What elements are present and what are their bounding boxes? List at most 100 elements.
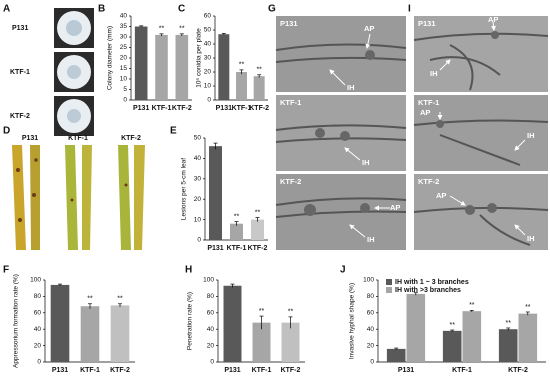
x-tick-label: KTF-2 xyxy=(248,245,268,252)
strain-label: KTF-1 xyxy=(68,135,88,142)
panel-label: C xyxy=(178,4,185,15)
y-tick-label: 20 xyxy=(34,342,42,349)
bar xyxy=(218,34,230,101)
bar xyxy=(175,34,189,100)
bar xyxy=(281,322,300,362)
y-tick-label: 0 xyxy=(207,97,211,104)
y-tick-label: 20 xyxy=(207,342,215,349)
x-tick-label: P131 xyxy=(207,245,223,252)
x-tick-label: KTF-2 xyxy=(249,105,269,112)
marker-label: IH xyxy=(347,83,355,92)
bar xyxy=(155,34,168,100)
significance: ** xyxy=(255,209,261,216)
y-tick-label: 35 xyxy=(120,23,128,30)
strain-label: KTF-2 xyxy=(10,113,30,120)
y-tick-label: 60 xyxy=(207,310,215,317)
y-tick-label: 30 xyxy=(120,34,128,41)
y-tick-label: 25 xyxy=(120,44,128,51)
strain-label: KTF-2 xyxy=(121,135,141,142)
bar xyxy=(229,223,244,240)
x-tick-label: KTF-1 xyxy=(80,367,100,374)
strain-label: KTF-1 xyxy=(418,98,439,107)
significance: ** xyxy=(117,296,123,303)
marker-label: AP xyxy=(364,24,374,33)
bar xyxy=(462,311,482,362)
significance: ** xyxy=(288,309,294,316)
significance: ** xyxy=(234,213,240,220)
bar xyxy=(110,305,130,362)
y-tick-label: 10 xyxy=(204,83,212,90)
bar xyxy=(442,330,462,362)
y-tick-label: 20 xyxy=(194,196,202,203)
y-tick-label: 30 xyxy=(204,55,212,62)
bar xyxy=(134,26,148,100)
panel-label: E xyxy=(170,126,177,137)
strain-label: KTF-2 xyxy=(418,177,439,186)
panel-label: I xyxy=(408,4,411,15)
x-tick-label: KTF-1 xyxy=(452,367,472,374)
y-tick-label: 40 xyxy=(120,13,128,20)
y-tick-label: 40 xyxy=(194,155,202,162)
strain-label: KTF-2 xyxy=(280,177,301,186)
marker-label: IH xyxy=(430,69,438,78)
y-axis-label: Invasive hyphal shape (%) xyxy=(349,283,356,359)
y-axis-label: Penetration rate (%) xyxy=(187,292,194,350)
photo-g: P131 AP IH KTF-1 IH KTF-2 AP IH xyxy=(275,16,407,250)
y-tick-label: 0 xyxy=(197,237,201,244)
bar xyxy=(252,322,271,362)
y-tick-label: 0 xyxy=(123,97,127,104)
y-tick-label: 15 xyxy=(120,65,128,72)
y-tick-label: 0 xyxy=(37,359,41,366)
y-tick-label: 100 xyxy=(203,277,214,284)
y-tick-label: 40 xyxy=(207,326,215,333)
y-tick-label: 30 xyxy=(194,176,202,183)
x-tick-label: KTF-1 xyxy=(152,105,172,112)
y-tick-label: 40 xyxy=(204,41,212,48)
significance: ** xyxy=(259,308,265,315)
significance: ** xyxy=(239,62,245,69)
bar xyxy=(250,219,265,240)
bar xyxy=(50,284,70,362)
x-tick-label: KTF-1 xyxy=(232,105,252,112)
panel-label: A xyxy=(3,4,10,15)
x-tick-label: KTF-2 xyxy=(172,105,192,112)
bar xyxy=(406,293,426,362)
significance: ** xyxy=(159,26,165,33)
y-tick-label: 20 xyxy=(120,55,128,62)
y-tick-label: 50 xyxy=(194,135,202,142)
significance: ** xyxy=(525,304,531,311)
significance: ** xyxy=(449,322,455,329)
photo-a xyxy=(54,8,94,136)
y-axis-label: Appressorium formation rate (%) xyxy=(13,274,20,368)
x-tick-label: KTF-1 xyxy=(252,367,272,374)
x-tick-label: P131 xyxy=(216,105,232,112)
strain-label: P131 xyxy=(22,135,38,142)
strain-label: KTF-1 xyxy=(10,69,30,76)
panel-label: D xyxy=(3,126,10,137)
significance: ** xyxy=(469,302,475,309)
x-tick-label: KTF-1 xyxy=(227,245,247,252)
y-tick-label: 10 xyxy=(120,76,128,83)
marker-label: IH xyxy=(367,235,375,244)
y-tick-label: 80 xyxy=(34,293,42,300)
x-tick-label: P131 xyxy=(224,367,240,374)
bar xyxy=(80,306,100,362)
legend-label: IH with 1 ~ 3 branches xyxy=(395,279,469,286)
y-tick-label: 10 xyxy=(194,216,202,223)
y-tick-label: 80 xyxy=(367,293,375,300)
bar xyxy=(498,329,518,362)
strain-label: P131 xyxy=(280,19,298,28)
panel-label: G xyxy=(268,4,276,15)
marker-label: AP xyxy=(390,203,400,212)
y-tick-label: 40 xyxy=(367,326,375,333)
marker-label: AP xyxy=(420,108,430,117)
marker-label: AP xyxy=(436,191,446,200)
photo-i: P131 AP IH KTF-1 AP IH KTF-2 AP IH xyxy=(413,15,549,250)
significance: ** xyxy=(87,296,93,303)
y-tick-label: 0 xyxy=(370,359,374,366)
marker-label: AP xyxy=(488,15,498,24)
panel-label: F xyxy=(3,265,9,276)
strain-label: P131 xyxy=(12,25,28,32)
y-tick-label: 80 xyxy=(207,293,215,300)
